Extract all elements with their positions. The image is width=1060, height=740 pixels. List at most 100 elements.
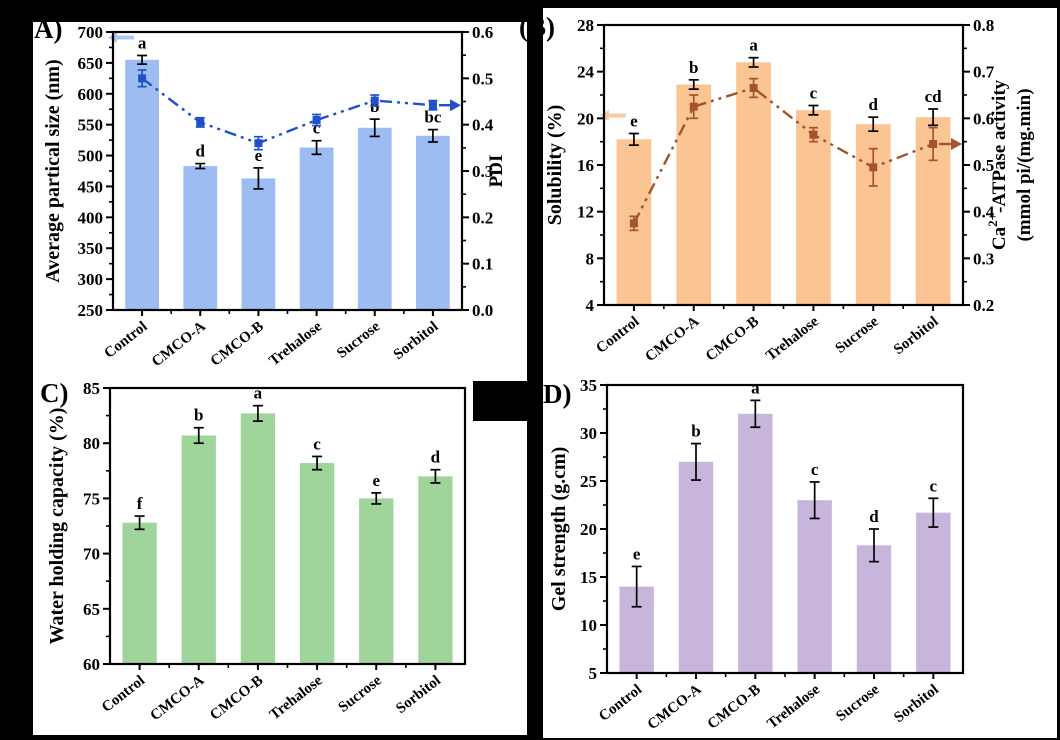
left-tick-label: 650: [78, 54, 104, 73]
sig-letter: a: [751, 378, 760, 397]
left-axis-title: Solubility (%): [544, 105, 566, 226]
panel-c-chart: f b a c e d 60 65 70 75 80 85 Water holding capacity…: [46, 379, 467, 724]
sig-letter: b: [689, 58, 698, 77]
panel-d-chart: e b a c d c 5 10 15 20 25 30 35 Gel strength (g.cm) Co…: [548, 376, 965, 733]
bar-CMCO-B: [738, 413, 773, 673]
category-label: CMCO-B: [208, 319, 267, 370]
right-axis-arrow-icon: [450, 99, 461, 112]
line-marker: [428, 101, 437, 110]
bar-Control: [122, 522, 157, 664]
category-label: Sorbitol: [891, 682, 942, 726]
category-label: CMCO-B: [705, 682, 764, 733]
right-axis-arrow-icon: [951, 138, 962, 150]
left-tick-label: 400: [78, 208, 104, 227]
bar-Sorbitol: [418, 476, 453, 664]
left-axis-title: Gel strength (g.cm): [548, 447, 570, 612]
sig-letter: d: [869, 507, 879, 526]
sig-letter: d: [196, 142, 206, 161]
bar-CMCO-B: [736, 62, 771, 306]
bar-Trehalose: [299, 463, 335, 664]
panel-d-label-patch: [473, 381, 537, 421]
sig-letter: c: [810, 84, 818, 103]
bar-Control: [125, 59, 159, 310]
sig-letter: c: [930, 476, 938, 495]
line-marker: [869, 163, 878, 172]
left-tick-label: 70: [83, 545, 100, 564]
panel-a-chart: adecbbc250300350400450500550600650700Ave…: [42, 23, 507, 370]
left-tick-label: 16: [577, 156, 594, 175]
panel-divider-strip: [527, 0, 543, 740]
bar-CMCO-A: [678, 461, 714, 673]
left-tick-label: 20: [577, 109, 594, 128]
line-marker: [809, 130, 818, 139]
left-tick-label: 8: [586, 249, 595, 268]
sig-letter: cd: [925, 87, 943, 106]
sig-letter: a: [138, 33, 147, 52]
category-label: CMCO-A: [642, 313, 702, 365]
line-marker: [196, 118, 205, 127]
panel-d-label: D): [543, 379, 572, 409]
category-label: Trehalose: [763, 313, 822, 364]
left-tick-label: 75: [83, 489, 100, 508]
bar-Sucrose: [359, 498, 394, 664]
line-marker: [254, 139, 263, 148]
right-tick-label: 0.4: [472, 116, 494, 135]
line-marker: [689, 102, 698, 111]
sig-letter: c: [811, 460, 819, 479]
sig-letter: bc: [424, 108, 441, 127]
sig-letter: c: [313, 119, 321, 138]
left-tick-label: 350: [78, 239, 104, 258]
category-label: CMCO-B: [207, 673, 266, 724]
category-label: Sucrose: [833, 313, 882, 356]
left-tick-label: 60: [83, 655, 100, 674]
sig-letter: a: [254, 384, 263, 403]
sig-letter: e: [633, 544, 641, 563]
left-tick-label: 65: [83, 600, 100, 619]
bar-Sorbitol: [916, 512, 951, 673]
sig-letter: e: [255, 146, 263, 165]
line-series: [632, 86, 934, 224]
right-tick-label: 0.7: [973, 63, 995, 82]
category-label: CMCO-A: [645, 681, 705, 733]
category-label: CMCO-A: [149, 318, 209, 370]
sig-letter: c: [313, 434, 321, 453]
left-tick-label: 12: [577, 203, 594, 222]
left-tick-label: 700: [78, 23, 104, 42]
left-tick-label: 24: [577, 63, 595, 82]
panel-c-label: C): [40, 378, 69, 408]
category-label: Sucrose: [833, 681, 882, 724]
left-axis-title: Water holding capacity (%): [46, 408, 68, 645]
left-tick-label: 500: [78, 147, 104, 166]
sig-letter: d: [869, 95, 879, 114]
right-tick-label: 0.2: [472, 208, 493, 227]
line-series: [141, 77, 434, 145]
left-tick-label: 85: [83, 379, 100, 398]
right-tick-label: 0.3: [472, 162, 493, 181]
right-tick-label: 0.3: [973, 249, 994, 268]
category-label: Control: [102, 319, 151, 362]
left-tick-label: 300: [78, 270, 104, 289]
bar-CMCO-A: [183, 166, 218, 310]
left-tick-label: 15: [580, 568, 597, 587]
sig-letter: e: [372, 471, 380, 490]
right-axis-title: (mmol pi/(mg.min): [1014, 88, 1035, 241]
category-label: CMCO-B: [703, 314, 762, 365]
sig-letter: b: [691, 422, 700, 441]
bar-CMCO-B: [240, 413, 276, 664]
bar-Sorbitol: [416, 135, 450, 310]
category-label: Control: [593, 314, 642, 357]
right-tick-label: 0.6: [973, 109, 994, 128]
bar-CMCO-B: [241, 178, 276, 310]
bar-CMCO-A: [676, 84, 712, 305]
left-tick-label: 35: [580, 376, 597, 395]
category-label: Sorbitol: [393, 673, 444, 717]
line-marker: [629, 219, 638, 228]
bar-Sucrose: [357, 127, 392, 310]
line-marker: [312, 116, 321, 125]
bar-Sucrose: [856, 545, 892, 673]
category-label: Control: [99, 673, 148, 716]
right-tick-label: 0.5: [973, 156, 994, 175]
category-label: Control: [596, 682, 645, 725]
